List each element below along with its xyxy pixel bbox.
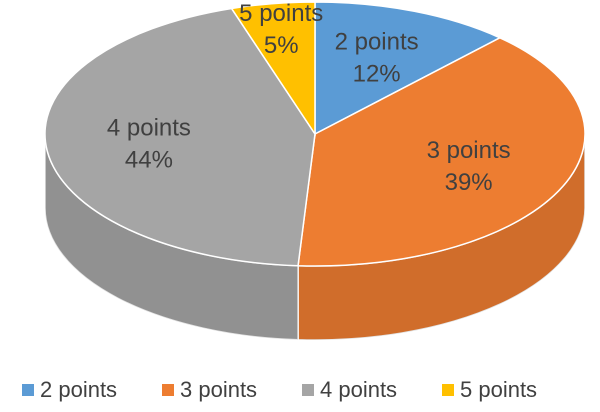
legend-swatch	[22, 384, 34, 396]
data-label-name: 4 points	[107, 115, 191, 142]
data-label-value: 44%	[125, 147, 173, 174]
data-label-name: 5 points	[239, 0, 323, 27]
legend-swatch	[302, 384, 314, 396]
legend-label: 2 points	[40, 377, 117, 402]
data-label-value: 39%	[445, 169, 493, 196]
legend-swatch	[442, 384, 454, 396]
data-label-name: 3 points	[427, 137, 511, 164]
data-label-value: 5%	[264, 32, 299, 59]
data-label-name: 2 points	[335, 28, 419, 55]
slice-side-shade	[45, 134, 299, 340]
slice	[44, 7, 316, 267]
slice	[297, 36, 586, 267]
slice	[314, 1, 502, 136]
legend-label: 4 points	[320, 377, 397, 402]
legend-label: 3 points	[180, 377, 257, 402]
slice	[230, 1, 316, 137]
slice-side-shade	[298, 134, 585, 341]
legend-swatch	[162, 384, 174, 396]
data-label-value: 12%	[353, 60, 401, 87]
legend-label: 5 points	[460, 377, 537, 402]
